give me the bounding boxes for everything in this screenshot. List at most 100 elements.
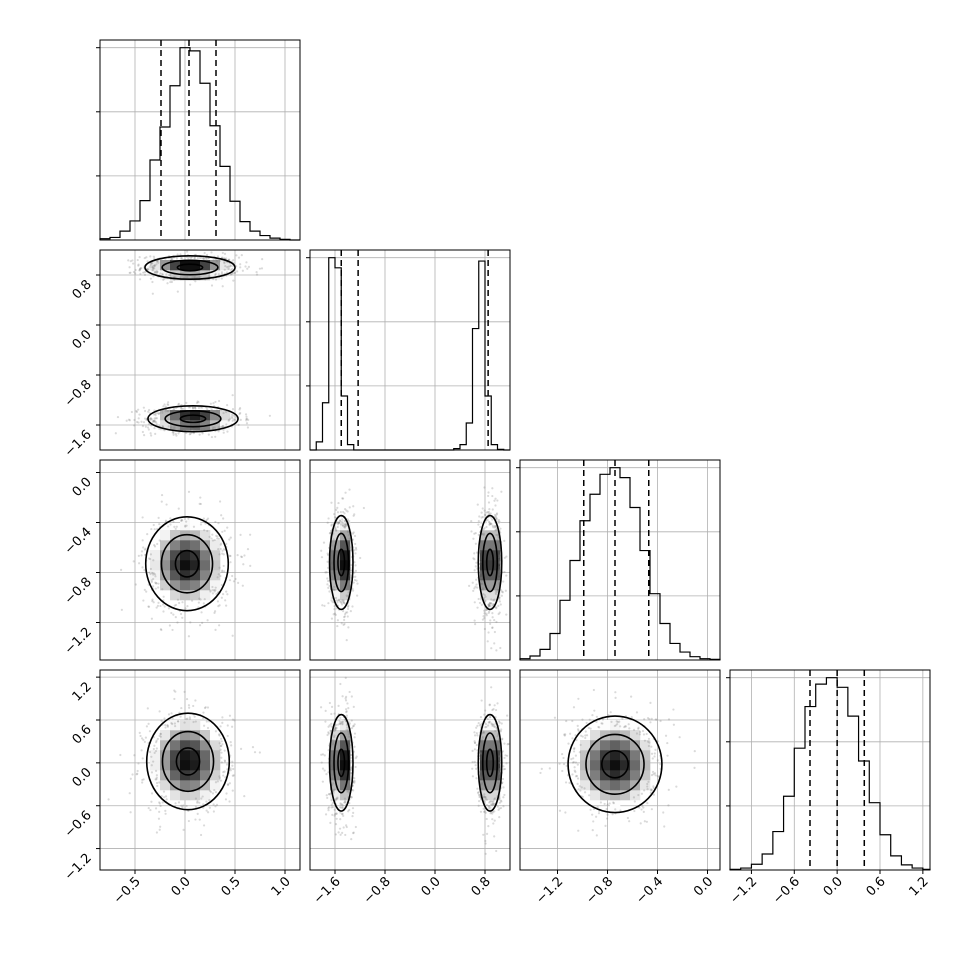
scatter-point xyxy=(479,577,483,580)
scatter-point xyxy=(150,262,153,265)
scatter-point xyxy=(498,600,501,603)
scatter-point xyxy=(339,833,342,836)
scatter-point xyxy=(206,811,210,814)
density-cell xyxy=(200,270,211,281)
scatter-point xyxy=(147,422,151,426)
contour-line xyxy=(144,516,230,612)
scatter-point xyxy=(335,599,338,602)
scatter-point xyxy=(492,803,495,806)
scatter-point xyxy=(593,709,596,712)
density-cell xyxy=(180,420,191,431)
scatter-point xyxy=(215,803,219,806)
scatter-point xyxy=(477,804,480,807)
scatter-point xyxy=(230,415,233,418)
scatter-point xyxy=(595,815,598,818)
scatter-point xyxy=(572,750,576,753)
scatter-point xyxy=(605,817,609,820)
scatter-point xyxy=(475,732,478,735)
scatter-point xyxy=(565,764,568,767)
scatter-point xyxy=(337,521,340,524)
scatter-point xyxy=(145,256,148,259)
scatter-point xyxy=(330,565,334,568)
scatter-point xyxy=(473,741,477,745)
density-cell xyxy=(190,560,201,571)
scatter-point xyxy=(165,273,168,276)
scatter-point xyxy=(604,824,607,827)
scatter-point xyxy=(225,792,228,795)
scatter-point xyxy=(349,756,352,760)
scatter-point xyxy=(227,418,231,421)
scatter-point xyxy=(481,735,484,739)
scatter-point xyxy=(160,500,163,503)
scatter-point xyxy=(181,805,184,809)
scatter-point xyxy=(336,511,340,514)
scatter-point xyxy=(329,762,333,766)
scatter-point xyxy=(663,825,666,828)
scatter-point xyxy=(477,519,480,523)
scatter-point xyxy=(479,546,482,549)
scatter-point xyxy=(495,516,498,519)
scatter-point xyxy=(203,724,206,727)
scatter-point xyxy=(149,418,152,421)
density-cell xyxy=(630,750,641,761)
scatter-point xyxy=(137,408,140,411)
scatter-point xyxy=(347,785,350,788)
scatter-point xyxy=(348,690,351,694)
scatter-point xyxy=(146,260,149,263)
scatter-point xyxy=(148,557,151,560)
scatter-point xyxy=(330,705,334,709)
scatter-point xyxy=(239,533,242,536)
scatter-point xyxy=(652,785,655,788)
scatter-point xyxy=(152,269,155,272)
scatter-point xyxy=(341,524,345,527)
scatter-point xyxy=(348,739,352,742)
scatter-point xyxy=(349,744,352,747)
scatter-point xyxy=(646,782,649,786)
scatter-point xyxy=(495,517,498,520)
scatter-point xyxy=(474,531,477,535)
density-cell xyxy=(590,740,601,751)
scatter-point xyxy=(480,516,483,519)
scatter-point xyxy=(240,555,243,558)
scatter-point xyxy=(151,266,155,269)
scatter-point xyxy=(649,721,652,724)
scatter-point xyxy=(218,259,221,263)
scatter-point xyxy=(619,725,622,728)
density-cell xyxy=(170,770,181,781)
scatter-point xyxy=(646,787,649,791)
scatter-point xyxy=(154,420,157,423)
scatter-point xyxy=(356,594,359,597)
scatter-point xyxy=(352,831,355,835)
scatter-point xyxy=(495,726,498,730)
scatter-point xyxy=(484,709,487,712)
scatter-point xyxy=(483,513,487,516)
density-cell xyxy=(180,590,191,601)
scatter-point xyxy=(648,741,651,744)
scatter-point xyxy=(221,425,224,428)
scatter-point xyxy=(214,272,217,276)
scatter-point xyxy=(646,717,650,720)
scatter-point xyxy=(150,617,153,620)
scatter-point xyxy=(225,604,228,607)
scatter-point xyxy=(201,621,204,624)
scatter-panel-p0-p2 xyxy=(99,459,301,661)
scatter-point xyxy=(335,817,338,820)
scatter-point xyxy=(499,730,502,733)
scatter-point xyxy=(150,580,153,583)
scatter-point xyxy=(487,631,490,634)
scatter-point xyxy=(347,520,350,523)
scatter-point xyxy=(348,787,351,791)
scatter-point xyxy=(493,619,496,622)
scatter-point xyxy=(642,810,645,813)
scatter-point xyxy=(151,598,154,601)
hist-panel-p1 xyxy=(306,249,511,451)
scatter-point xyxy=(203,528,206,532)
scatter-point xyxy=(221,593,225,596)
contour-line xyxy=(174,549,200,578)
panel-frame xyxy=(99,249,301,451)
density-cell xyxy=(630,740,641,751)
scatter-point xyxy=(174,802,177,805)
density-cell xyxy=(490,720,501,731)
scatter-point xyxy=(140,420,143,423)
scatter-point xyxy=(202,803,205,806)
